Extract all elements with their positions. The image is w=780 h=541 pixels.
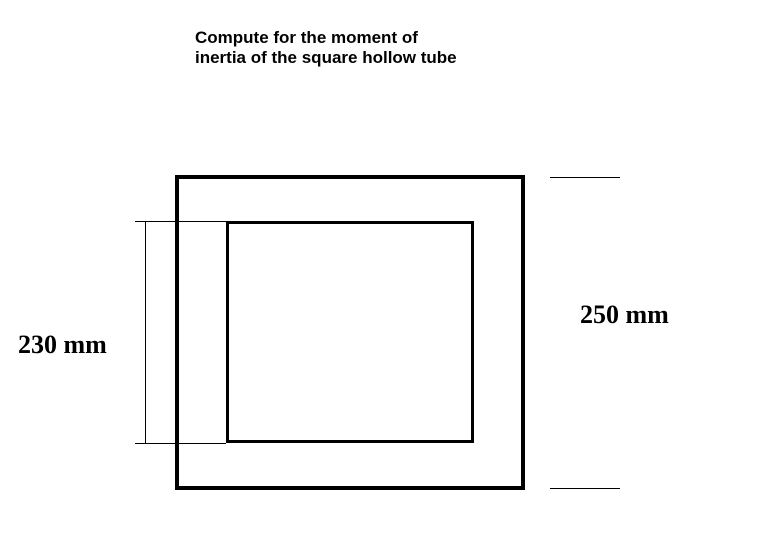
- dim-label-outer: 250 mm: [580, 300, 669, 330]
- inner-square: [226, 221, 474, 443]
- title-line1: Compute for the moment of: [195, 28, 457, 48]
- ext-line-outer-bottom: [550, 488, 620, 489]
- title-block: Compute for the moment of inertia of the…: [195, 28, 457, 68]
- tick-inner-top: [140, 221, 150, 222]
- dim-line-inner: [145, 221, 146, 443]
- ext-line-outer-top: [550, 177, 620, 178]
- tick-inner-bottom: [140, 443, 150, 444]
- dim-label-inner: 230 mm: [18, 330, 107, 360]
- diagram: [175, 175, 525, 490]
- title-line2: inertia of the square hollow tube: [195, 48, 457, 68]
